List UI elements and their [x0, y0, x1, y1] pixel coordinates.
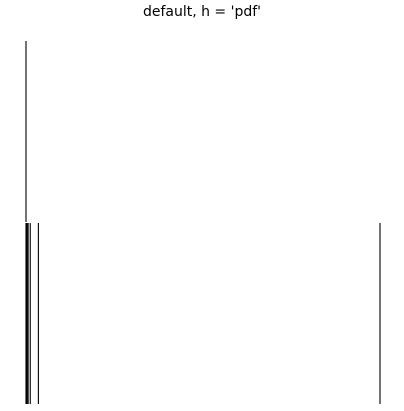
- chart-title: default, h = 'pdf': [142, 4, 262, 20]
- rug-panel-bottom: [25, 223, 381, 404]
